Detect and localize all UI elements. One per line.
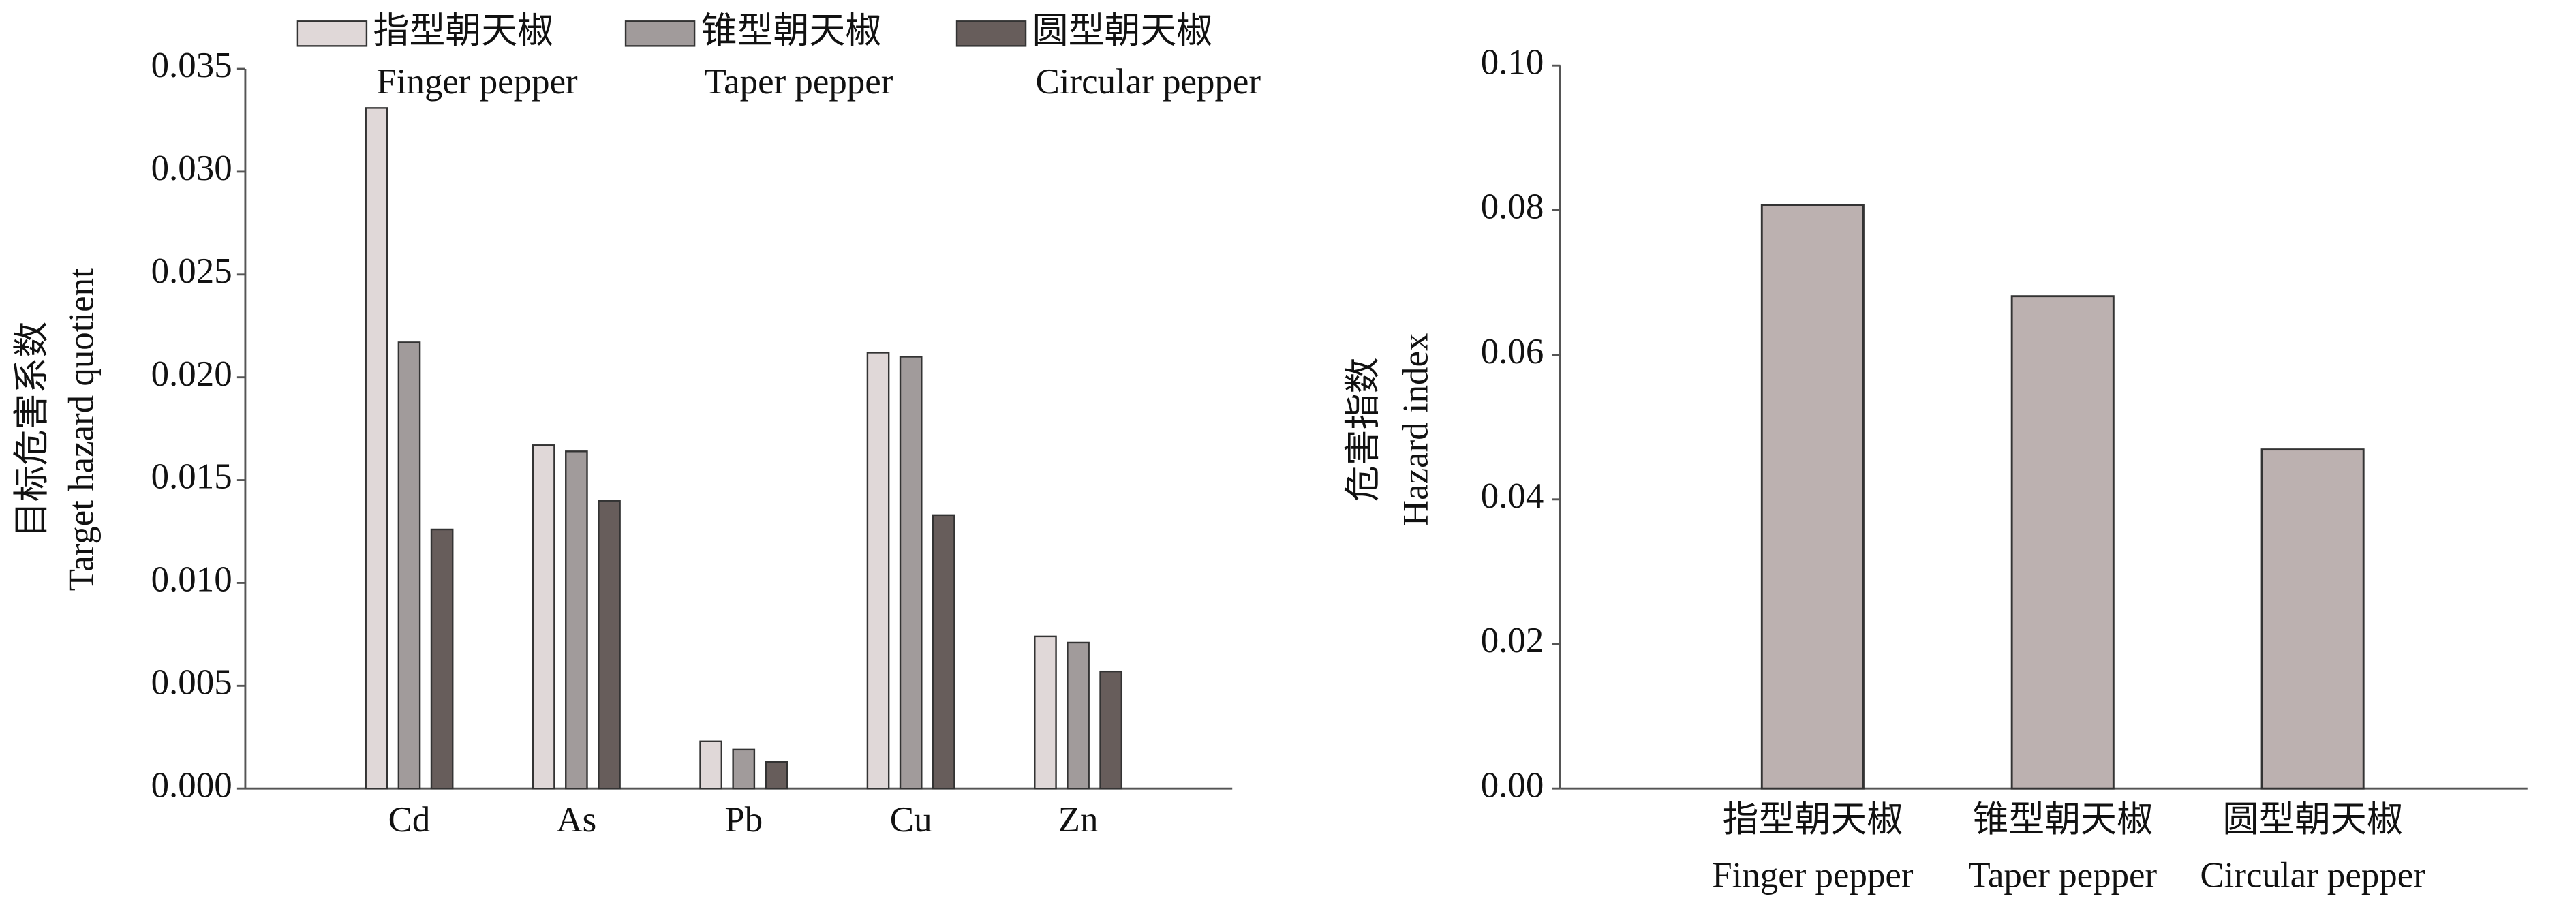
y-tick-label: 0.08 (1481, 187, 1544, 227)
x-tick-label: Zn (1058, 800, 1099, 840)
x-tick-label: Circular pepper (2200, 856, 2425, 895)
bar (430, 528, 454, 790)
x-tick-label: Finger pepper (1712, 856, 1914, 895)
y-axis-label: Target hazard quotient (61, 268, 101, 592)
legend-label: 指型朝天椒 (373, 12, 554, 51)
x-tick-label: Cd (388, 800, 431, 840)
y-tick-label: 0.025 (151, 251, 232, 291)
y-tick-label: 0.00 (1481, 765, 1544, 805)
bar (598, 500, 621, 790)
y-tick-label: 0.06 (1481, 332, 1544, 371)
x-tick-label: Cu (890, 800, 932, 840)
y-tick-label: 0.035 (151, 46, 232, 85)
x-tick-label: Pb (724, 800, 763, 840)
bar (899, 356, 923, 790)
bar (397, 341, 421, 790)
bar (565, 450, 588, 790)
y-tick-label: 0.010 (151, 560, 232, 600)
x-tick-label: 锥型朝天椒 (1972, 800, 2153, 840)
bar (365, 107, 388, 790)
y-tick-label: 0.02 (1481, 621, 1544, 660)
y-tick-label: 0.005 (151, 662, 232, 702)
legend-label: Circular pepper (1036, 62, 1261, 102)
y-tick-label: 0.030 (151, 149, 232, 188)
y-tick-label: 0.000 (151, 765, 232, 805)
bar (1067, 641, 1090, 790)
legend-label: Taper pepper (705, 62, 893, 102)
x-tick-label: 指型朝天椒 (1723, 800, 1903, 840)
x-tick-label: Taper pepper (1968, 856, 2157, 895)
bar (732, 748, 756, 790)
bar (932, 514, 955, 790)
y-tick-label: 0.04 (1481, 476, 1544, 516)
bar (1099, 670, 1123, 790)
y-tick-label: 0.020 (151, 354, 232, 394)
x-tick-label: 圆型朝天椒 (2222, 800, 2403, 840)
bar (532, 444, 555, 790)
y-axis-label: Hazard index (1396, 333, 1436, 527)
y-axis-label: 目标危害系数 (12, 322, 52, 538)
bar (866, 352, 890, 790)
legend-label: Finger pepper (376, 62, 578, 102)
legend-label: 锥型朝天椒 (701, 12, 882, 51)
bar (765, 761, 788, 790)
y-tick-label: 0.015 (151, 457, 232, 497)
y-axis-label: 危害指数 (1344, 357, 1383, 502)
legend-swatch (624, 20, 696, 47)
bar (1034, 635, 1057, 790)
bar (2260, 448, 2365, 790)
y-tick-label: 0.10 (1481, 42, 1544, 82)
legend-swatch (955, 20, 1027, 47)
legend-swatch (296, 20, 368, 47)
legend-label: 圆型朝天椒 (1032, 12, 1213, 51)
bar (1760, 204, 1865, 790)
x-tick-label: As (556, 800, 596, 840)
bar (2010, 295, 2115, 790)
bar (699, 740, 723, 790)
